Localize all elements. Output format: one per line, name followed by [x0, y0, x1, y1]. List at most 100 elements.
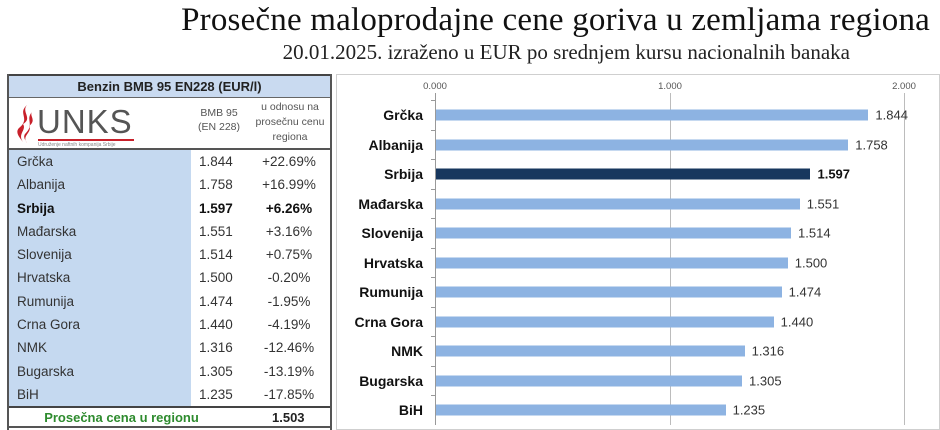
category-label: Grčka	[383, 107, 423, 123]
category-label: NMK	[391, 343, 423, 359]
diff-cell: -13.19%	[263, 363, 315, 379]
table-row: BiH 1.235 -17.85%	[9, 383, 330, 406]
bar	[436, 139, 849, 150]
page-title: Prosečne maloprodajne cene goriva u zeml…	[181, 2, 930, 38]
table-row: Rumunija 1.474 -1.95%	[9, 290, 330, 313]
bar	[436, 257, 788, 268]
country-cell: Albanija	[17, 177, 66, 193]
table-row: Mađarska 1.551 +3.16%	[9, 220, 330, 243]
bar	[436, 109, 869, 121]
table-header: Benzin BMB 95 EN228 (EUR/l)	[9, 74, 330, 98]
price-cell: 1.305	[199, 363, 233, 379]
diff-cell: +22.69%	[262, 154, 316, 169]
value-label: 1.316	[751, 343, 785, 359]
table-row: NMK 1.316 -12.46%	[9, 336, 330, 359]
category-label: Slovenija	[361, 225, 423, 241]
category-label: Mađarska	[358, 195, 423, 212]
column-header-price: BMB 95 (EN 228)	[194, 106, 244, 134]
price-cell: 1.474	[199, 293, 233, 309]
y-axis	[435, 93, 436, 425]
country-cell: Slovenija	[17, 247, 72, 263]
average-value: 1.503	[272, 410, 305, 425]
y-tick	[431, 277, 435, 279]
bar-highlight	[436, 168, 811, 180]
bar	[436, 286, 782, 298]
bar	[436, 198, 800, 209]
gridline	[904, 93, 905, 425]
flame-logo-icon	[17, 105, 33, 143]
y-tick	[431, 395, 435, 397]
column-header-relative-line: regiona	[272, 131, 308, 143]
bar	[436, 345, 745, 357]
country-cell: Mađarska	[17, 223, 77, 239]
country-cell: BiH	[17, 386, 39, 402]
category-label: Crna Gora	[354, 313, 423, 330]
value-label: 1.235	[732, 402, 766, 418]
price-cell: 1.316	[199, 340, 233, 356]
price-cell: 1.597	[199, 200, 233, 216]
logo-tagline: Udruženje naftnih kompanija Srbije	[38, 142, 116, 148]
y-tick	[431, 159, 435, 161]
y-tick	[431, 247, 435, 249]
category-label: Albanija	[368, 136, 423, 153]
table-footer: Prosečna cena u regionu 1.503	[9, 406, 330, 428]
value-label: 1.758	[855, 137, 888, 152]
value-label: 1.440	[780, 314, 814, 329]
value-label: 1.500	[794, 255, 828, 270]
category-label: BiH	[398, 402, 423, 418]
country-cell: Rumunija	[17, 293, 75, 309]
category-label: Bugarska	[359, 372, 423, 389]
table-body: Grčka 1.844 +22.69% Albanija 1.758 +16.99% S…	[9, 150, 330, 406]
column-header-relative-line: prosečnu cenu	[255, 116, 325, 128]
page-subtitle: 20.01.2025. izraženo u EUR po srednjem k…	[282, 40, 850, 64]
value-label: 1.551	[806, 196, 840, 211]
country-cell: Grčka	[17, 154, 54, 169]
y-tick	[431, 188, 435, 190]
price-cell: 1.235	[199, 386, 233, 402]
country-cell: Hrvatska	[17, 270, 71, 286]
y-tick	[431, 336, 435, 338]
category-label: Rumunija	[359, 284, 423, 300]
diff-cell: -0.20%	[267, 270, 311, 286]
price-cell: 1.758	[199, 177, 233, 193]
column-header-price-line: BMB 95	[200, 107, 238, 119]
country-cell: Bugarska	[17, 363, 75, 379]
x-tick-label: 0.000	[423, 81, 447, 92]
logo-underline	[38, 139, 134, 141]
bar	[436, 316, 774, 327]
category-label: Hrvatska	[363, 254, 423, 271]
value-label: 1.844	[875, 107, 908, 123]
logo-text: UNKS	[37, 103, 133, 140]
bar	[436, 404, 726, 416]
country-cell: Crna Gora	[17, 317, 81, 333]
country-cell: Srbija	[17, 200, 55, 216]
country-cell: NMK	[17, 340, 47, 356]
x-tick-label: 2.000	[892, 81, 916, 92]
price-table: Benzin BMB 95 EN228 (EUR/l) UNKS Udružen…	[7, 74, 332, 430]
value-label: 1.305	[749, 373, 782, 388]
column-header-price-line: (EN 228)	[197, 121, 240, 133]
price-cell: 1.500	[199, 270, 233, 286]
value-label: 1.597	[817, 166, 851, 182]
column-header-relative-line: u odnosu na	[261, 101, 319, 113]
average-label: Prosečna cena u regionu	[44, 410, 199, 425]
table-row: Bugarska 1.305 -13.19%	[9, 360, 330, 383]
table-row: Grčka 1.844 +22.69%	[9, 150, 330, 173]
y-tick	[431, 306, 435, 308]
diff-cell: -17.85%	[263, 386, 315, 402]
bar	[436, 375, 743, 386]
table-row: Hrvatska 1.500 -0.20%	[9, 266, 330, 289]
value-label: 1.474	[788, 284, 822, 300]
unks-logo: UNKS Udruženje naftnih kompanija Srbije	[13, 103, 163, 148]
bar	[436, 227, 792, 239]
price-cell: 1.514	[199, 247, 233, 263]
price-cell: 1.551	[199, 223, 233, 239]
x-tick-label: 1.000	[658, 81, 682, 92]
table-subheader: UNKS Udruženje naftnih kompanija Srbije …	[9, 98, 330, 150]
y-tick	[431, 129, 435, 131]
diff-cell: -12.46%	[263, 340, 315, 356]
price-cell: 1.440	[199, 317, 233, 333]
table-row: Albanija 1.758 +16.99%	[9, 173, 330, 196]
column-header-relative: u odnosu na prosečnu cenu regiona	[249, 100, 331, 145]
diff-cell: +0.75%	[265, 247, 313, 263]
